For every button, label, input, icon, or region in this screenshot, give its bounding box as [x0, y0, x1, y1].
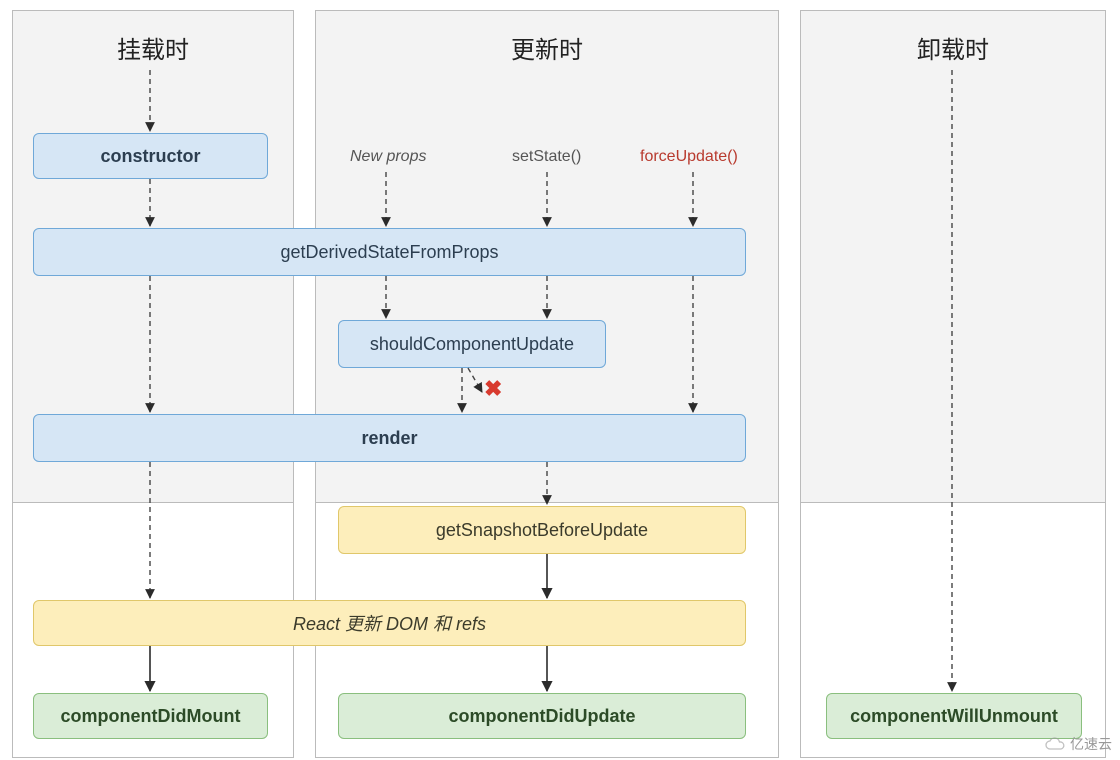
panel-unmount-grey: [800, 10, 1106, 503]
title-update: 更新时: [315, 30, 779, 65]
node-getsnapshotbeforeupdate: getSnapshotBeforeUpdate: [338, 506, 746, 554]
diagram-canvas: 挂载时 更新时 卸载时 New props setState() forceUp…: [0, 0, 1120, 760]
node-react-updates-dom: React 更新 DOM 和 refs: [33, 600, 746, 646]
watermark: 亿速云: [1044, 734, 1112, 754]
watermark-text: 亿速云: [1070, 734, 1112, 754]
cloud-icon: [1044, 737, 1066, 751]
trigger-setstate: setState(): [512, 148, 581, 166]
trigger-new-props: New props: [350, 148, 426, 166]
title-mount: 挂载时: [12, 30, 294, 65]
trigger-forceupdate: forceUpdate(): [640, 148, 738, 166]
x-mark-icon: ✖: [484, 378, 502, 400]
node-componentwillunmount: componentWillUnmount: [826, 693, 1082, 739]
node-constructor: constructor: [33, 133, 268, 179]
node-componentdidupdate: componentDidUpdate: [338, 693, 746, 739]
node-getderivedstatefromprops: getDerivedStateFromProps: [33, 228, 746, 276]
node-render: render: [33, 414, 746, 462]
node-componentdidmount: componentDidMount: [33, 693, 268, 739]
title-unmount: 卸载时: [800, 30, 1106, 65]
node-shouldcomponentupdate: shouldComponentUpdate: [338, 320, 606, 368]
